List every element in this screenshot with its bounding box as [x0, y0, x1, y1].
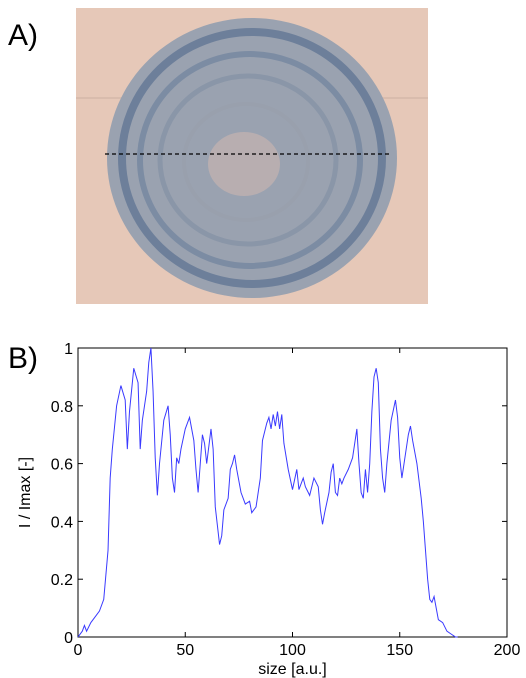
photo [76, 8, 428, 304]
panel-label: A) [8, 19, 38, 52]
panel-label: B) [8, 342, 38, 375]
y-axis-label: I / Imax [-] [17, 457, 34, 528]
y-tick-label: 1 [64, 341, 73, 358]
plot-frame [77, 347, 508, 638]
y-tick-label: 0.2 [51, 572, 73, 589]
x-axis-label: size [a.u.] [258, 661, 326, 678]
plot: 0 50 100 150 200 0 0.2 0.4 0.6 0.8 1 size [a.u.] I /… [17, 341, 520, 678]
y-tick-label: 0.6 [51, 457, 73, 474]
data-line [77, 347, 458, 638]
x-tick-label: 0 [74, 642, 83, 659]
y-tick-label: 0 [64, 630, 73, 647]
x-tick-label: 100 [279, 642, 306, 659]
y-tick-label: 0.4 [51, 514, 73, 531]
x-tick-label: 50 [176, 642, 194, 659]
x-tick-label: 150 [386, 642, 413, 659]
y-tick-label: 0.8 [51, 399, 73, 416]
x-tick-label: 200 [494, 642, 521, 659]
